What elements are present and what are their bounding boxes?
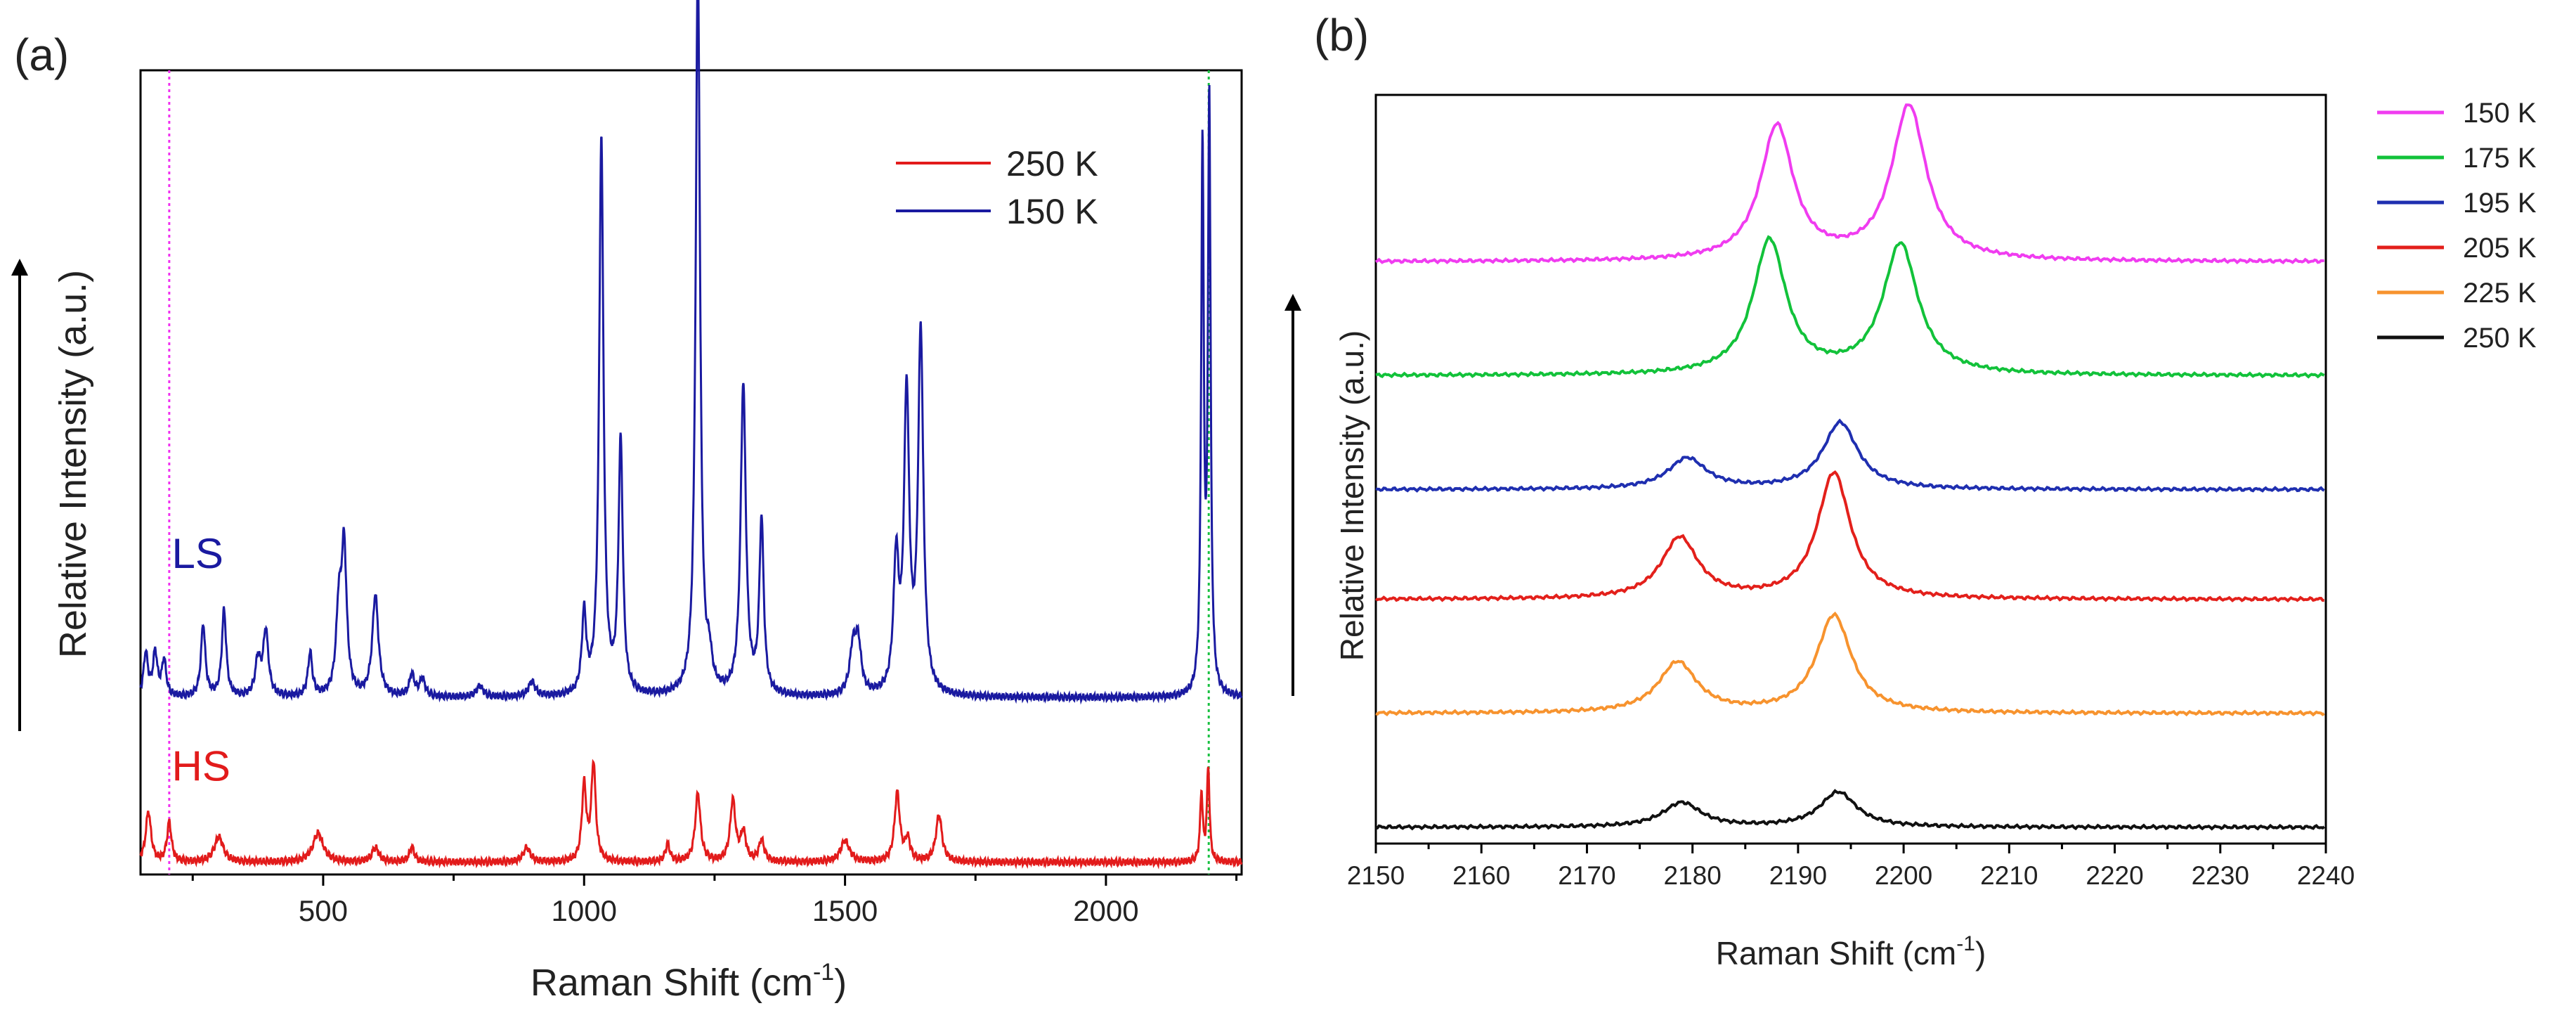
y-axis-title-b: Relative Intensity (a.u.): [1334, 330, 1370, 661]
x-tick-label-b: 2220: [2086, 861, 2143, 890]
legend-b-label-195K: 195 K: [2463, 188, 2537, 219]
y-axis-title-a: Relative Intensity (a.u.): [52, 270, 94, 658]
annotation-hs: HS: [172, 743, 230, 790]
x-tick-label-b: 2210: [1980, 861, 2038, 890]
x-axis-title-a-end: ): [834, 962, 847, 1004]
x-tick-label-a: 1000: [552, 894, 617, 927]
legend-b: 150 K 175 K 195 K 205 K 225 K 250 K: [2377, 98, 2537, 354]
series-line-150K: [139, 0, 1243, 705]
panel-label-a: (a): [14, 30, 69, 80]
x-tick-label-a: 500: [299, 894, 348, 927]
x-axis-title-a: Raman Shift (cm-1): [531, 959, 847, 1004]
x-tick-label-b: 2160: [1452, 861, 1510, 890]
x-tick-label-a: 2000: [1073, 894, 1138, 927]
plot-frame-a: [139, 69, 1243, 876]
x-axis-title-a-sup: -1: [813, 959, 834, 986]
x-axis-title-b-sup: -1: [1956, 932, 1975, 955]
series-line-b-250K: [1375, 789, 2325, 831]
x-axis-title-b-end: ): [1975, 935, 1986, 971]
legend-b-label-250K: 250 K: [2463, 323, 2537, 354]
legend-b-label-150K: 150 K: [2463, 98, 2537, 129]
x-tick-label-b: 2230: [2192, 861, 2249, 890]
legend-b-label-205K: 205 K: [2463, 233, 2537, 264]
series-line-b-225K: [1375, 611, 2325, 717]
x-tick-label-b: 2240: [2297, 861, 2355, 890]
x-tick-label-b: 2190: [1769, 861, 1827, 890]
x-axis-title-b: Raman Shift (cm-1): [1716, 932, 1986, 971]
series-line-250K: [139, 758, 1243, 870]
x-axis-title-b-main: Raman Shift (cm: [1716, 935, 1957, 971]
panel-b-chart: 2150 2160 2170 2180 2190 2200 2210 2220 2230 2240…: [1284, 93, 2537, 971]
x-tick-label-b: 2200: [1875, 861, 1932, 890]
legend-b-label-175K: 175 K: [2463, 143, 2537, 174]
x-axis-title-a-main: Raman Shift (cm: [531, 962, 813, 1004]
legend-b-label-225K: 225 K: [2463, 278, 2537, 309]
x-tick-label-a: 1500: [812, 894, 878, 927]
panel-label-b: (b): [1314, 10, 1369, 60]
plot-frame-b: [1374, 93, 2327, 845]
x-tick-label-b: 2150: [1347, 861, 1405, 890]
annotation-ls: LS: [172, 530, 223, 577]
x-tick-label-b: 2170: [1558, 861, 1615, 890]
series-line-b-150K: [1374, 103, 2324, 265]
series-line-b-195K: [1375, 418, 2325, 493]
legend-a-label-150K: 150 K: [1006, 192, 1098, 231]
x-tick-label-b: 2180: [1664, 861, 1722, 890]
legend-a-label-250K: 250 K: [1006, 144, 1098, 183]
legend-a: 250 K 150 K: [896, 144, 1098, 231]
series-line-b-205K: [1374, 470, 2324, 603]
panel-a-chart: 500 1000 1500 2000 Relative Intensity (a.u.…: [11, 0, 1243, 1004]
series-line-b-175K: [1375, 235, 2325, 379]
